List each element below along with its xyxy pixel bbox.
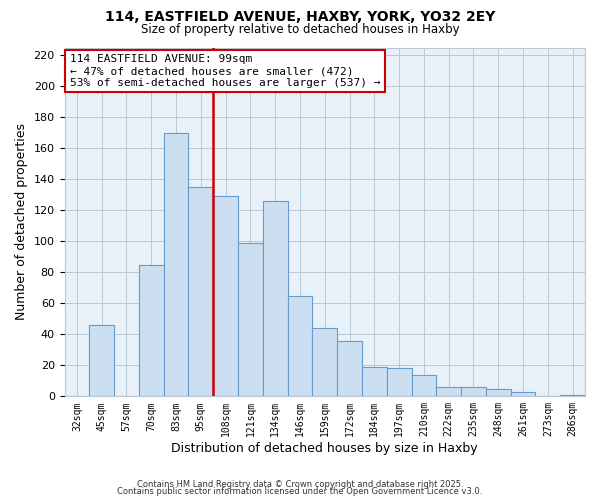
Text: 114 EASTFIELD AVENUE: 99sqm
← 47% of detached houses are smaller (472)
53% of se: 114 EASTFIELD AVENUE: 99sqm ← 47% of det… — [70, 54, 380, 88]
X-axis label: Distribution of detached houses by size in Haxby: Distribution of detached houses by size … — [172, 442, 478, 455]
Bar — [287, 296, 313, 396]
Bar — [139, 264, 164, 396]
Bar — [238, 243, 263, 396]
Text: Contains public sector information licensed under the Open Government Licence v3: Contains public sector information licen… — [118, 487, 482, 496]
Bar — [213, 196, 238, 396]
Bar — [362, 367, 387, 396]
Bar — [560, 395, 585, 396]
Bar — [436, 387, 461, 396]
Bar — [164, 133, 188, 396]
Text: Contains HM Land Registry data © Crown copyright and database right 2025.: Contains HM Land Registry data © Crown c… — [137, 480, 463, 489]
Bar — [89, 325, 114, 396]
Text: Size of property relative to detached houses in Haxby: Size of property relative to detached ho… — [140, 22, 460, 36]
Bar — [387, 368, 412, 396]
Bar — [337, 340, 362, 396]
Bar — [313, 328, 337, 396]
Bar — [188, 187, 213, 396]
Text: 114, EASTFIELD AVENUE, HAXBY, YORK, YO32 2EY: 114, EASTFIELD AVENUE, HAXBY, YORK, YO32… — [105, 10, 495, 24]
Bar — [461, 387, 486, 396]
Bar — [412, 374, 436, 396]
Y-axis label: Number of detached properties: Number of detached properties — [15, 124, 28, 320]
Bar — [263, 201, 287, 396]
Bar — [486, 388, 511, 396]
Bar — [511, 392, 535, 396]
